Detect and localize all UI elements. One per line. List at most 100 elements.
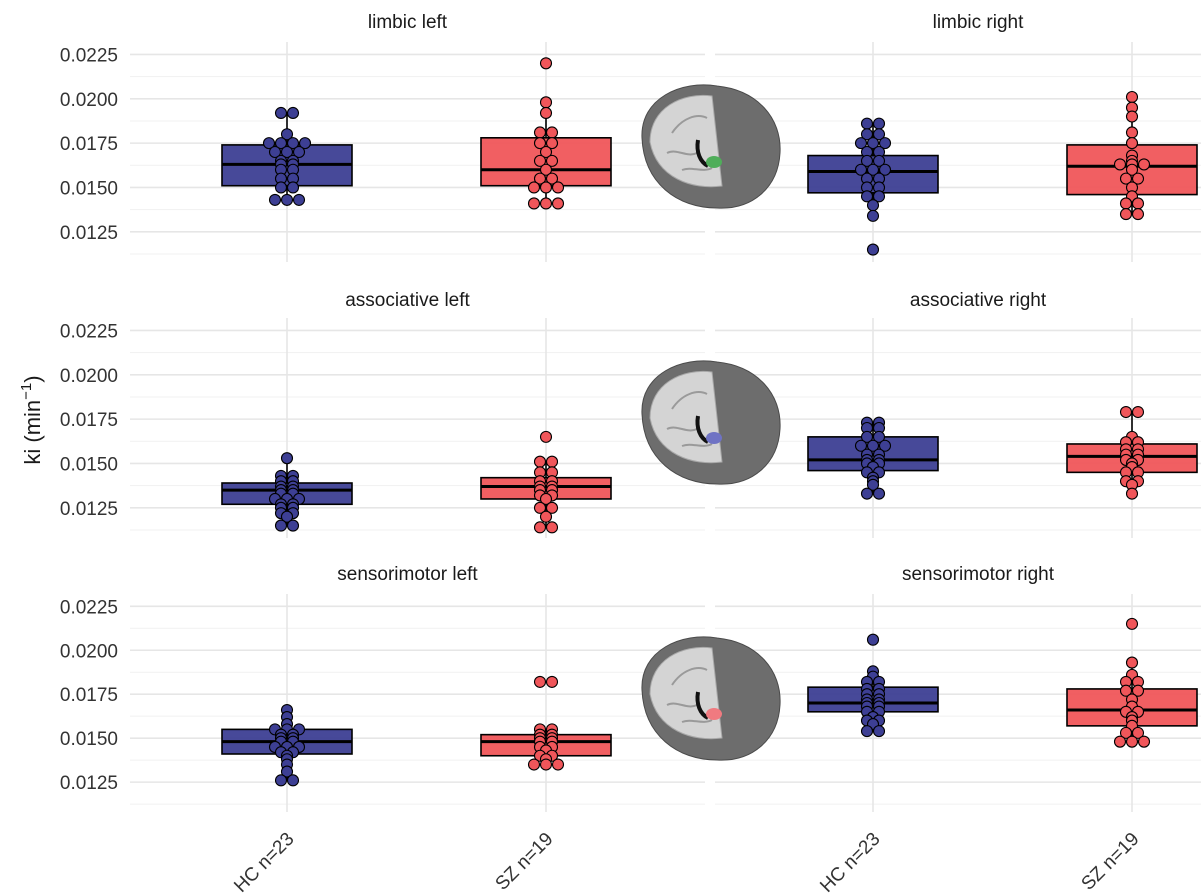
data-point	[547, 676, 558, 687]
striatal-subregion	[706, 708, 722, 720]
data-point	[1127, 618, 1138, 629]
panel-limbic-right: limbic right	[715, 12, 1201, 262]
panel-associative-right: associative right	[715, 290, 1201, 538]
data-point	[547, 456, 558, 467]
brain-insert	[642, 85, 780, 208]
data-point	[868, 200, 879, 211]
y-tick-label: 0.0150	[60, 729, 118, 750]
y-axis-label-superscript: −1	[18, 383, 35, 400]
panels-layer: 0.0125 0.0150 0.0175 0.0200 0.0225 limbic lef…	[60, 12, 1201, 812]
panel-limbic-left: 0.0125 0.0150 0.0175 0.0200 0.0225 limbic lef…	[60, 12, 705, 262]
data-point	[276, 775, 287, 786]
panel-sensorimotor-right: sensorimotor right	[715, 564, 1201, 812]
panel-title: sensorimotor right	[902, 564, 1055, 585]
panel-title: limbic right	[933, 12, 1025, 33]
data-point	[529, 759, 540, 770]
data-point	[1115, 159, 1126, 170]
y-axis-label-text: ki (min	[20, 400, 45, 465]
data-point	[1115, 736, 1126, 747]
striatal-subregion	[706, 156, 722, 168]
data-point	[288, 520, 299, 531]
data-point	[294, 194, 305, 205]
data-point	[1121, 198, 1132, 209]
data-point	[276, 520, 287, 531]
y-tick-label: 0.0175	[60, 685, 118, 706]
data-point	[1133, 198, 1144, 209]
x-tick-label: SZ n=19	[1078, 829, 1144, 895]
data-point	[553, 759, 564, 770]
data-point	[553, 182, 564, 193]
data-point	[270, 194, 281, 205]
data-point	[547, 127, 558, 138]
panel-title: limbic left	[368, 12, 448, 33]
data-point	[862, 488, 873, 499]
data-point	[868, 634, 879, 645]
y-tick-label: 0.0200	[60, 366, 118, 387]
data-point	[1133, 407, 1144, 418]
y-tick-label: 0.0150	[60, 178, 118, 199]
data-point	[541, 511, 552, 522]
y-tick-label: 0.0150	[60, 454, 118, 475]
data-point	[553, 198, 564, 209]
box-hc	[222, 453, 352, 531]
data-point	[868, 210, 879, 221]
data-point	[1127, 657, 1138, 668]
data-point	[541, 431, 552, 442]
y-tick-label: 0.0225	[60, 321, 118, 342]
x-tick-label: SZ n=19	[492, 829, 558, 895]
y-tick-label: 0.0200	[60, 641, 118, 662]
y-axis-label-close: )	[20, 375, 45, 382]
data-point	[541, 97, 552, 108]
y-tick-label: 0.0175	[60, 410, 118, 431]
panel-title: associative left	[345, 290, 470, 311]
box-hc	[222, 705, 352, 786]
data-point	[282, 194, 293, 205]
box-hc	[808, 417, 938, 499]
data-point	[529, 198, 540, 209]
data-point	[547, 522, 558, 533]
data-point	[1127, 736, 1138, 747]
y-tick-label: 0.0175	[60, 134, 118, 155]
panel-title: sensorimotor left	[337, 564, 478, 585]
brain-insert	[642, 361, 780, 484]
data-point	[862, 118, 873, 129]
data-point	[1127, 111, 1138, 122]
y-tick-label: 0.0125	[60, 499, 118, 520]
data-point	[541, 182, 552, 193]
data-point	[535, 456, 546, 467]
data-point	[288, 182, 299, 193]
box-hc	[222, 107, 352, 205]
data-point	[541, 759, 552, 770]
data-point	[1133, 209, 1144, 220]
data-point	[874, 488, 885, 499]
data-point	[1127, 92, 1138, 103]
data-point	[1127, 138, 1138, 149]
data-point	[1127, 488, 1138, 499]
x-tick-label: HC n=23	[230, 829, 298, 895]
panel-title: associative right	[910, 290, 1047, 311]
y-tick-label: 0.0200	[60, 90, 118, 111]
data-point	[1139, 159, 1150, 170]
panel-associative-left: 0.0125 0.0150 0.0175 0.0200 0.0225 associativ…	[60, 290, 705, 538]
brain-inserts	[642, 85, 780, 760]
y-tick-label: 0.0225	[60, 45, 118, 66]
data-point	[1139, 736, 1150, 747]
y-tick-label: 0.0125	[60, 223, 118, 244]
data-point	[1121, 407, 1132, 418]
y-axis-label: ki (min−1)	[18, 375, 45, 464]
data-point	[276, 107, 287, 118]
data-point	[282, 453, 293, 464]
brain-insert	[642, 637, 780, 760]
data-point	[535, 127, 546, 138]
data-point	[1121, 209, 1132, 220]
data-point	[276, 182, 287, 193]
box-sz	[1067, 92, 1197, 220]
data-point	[541, 58, 552, 69]
striatal-subregion	[706, 432, 722, 444]
data-point	[535, 522, 546, 533]
y-tick-label: 0.0225	[60, 597, 118, 618]
y-tick-label: 0.0125	[60, 773, 118, 794]
data-point	[874, 726, 885, 737]
data-point	[541, 107, 552, 118]
